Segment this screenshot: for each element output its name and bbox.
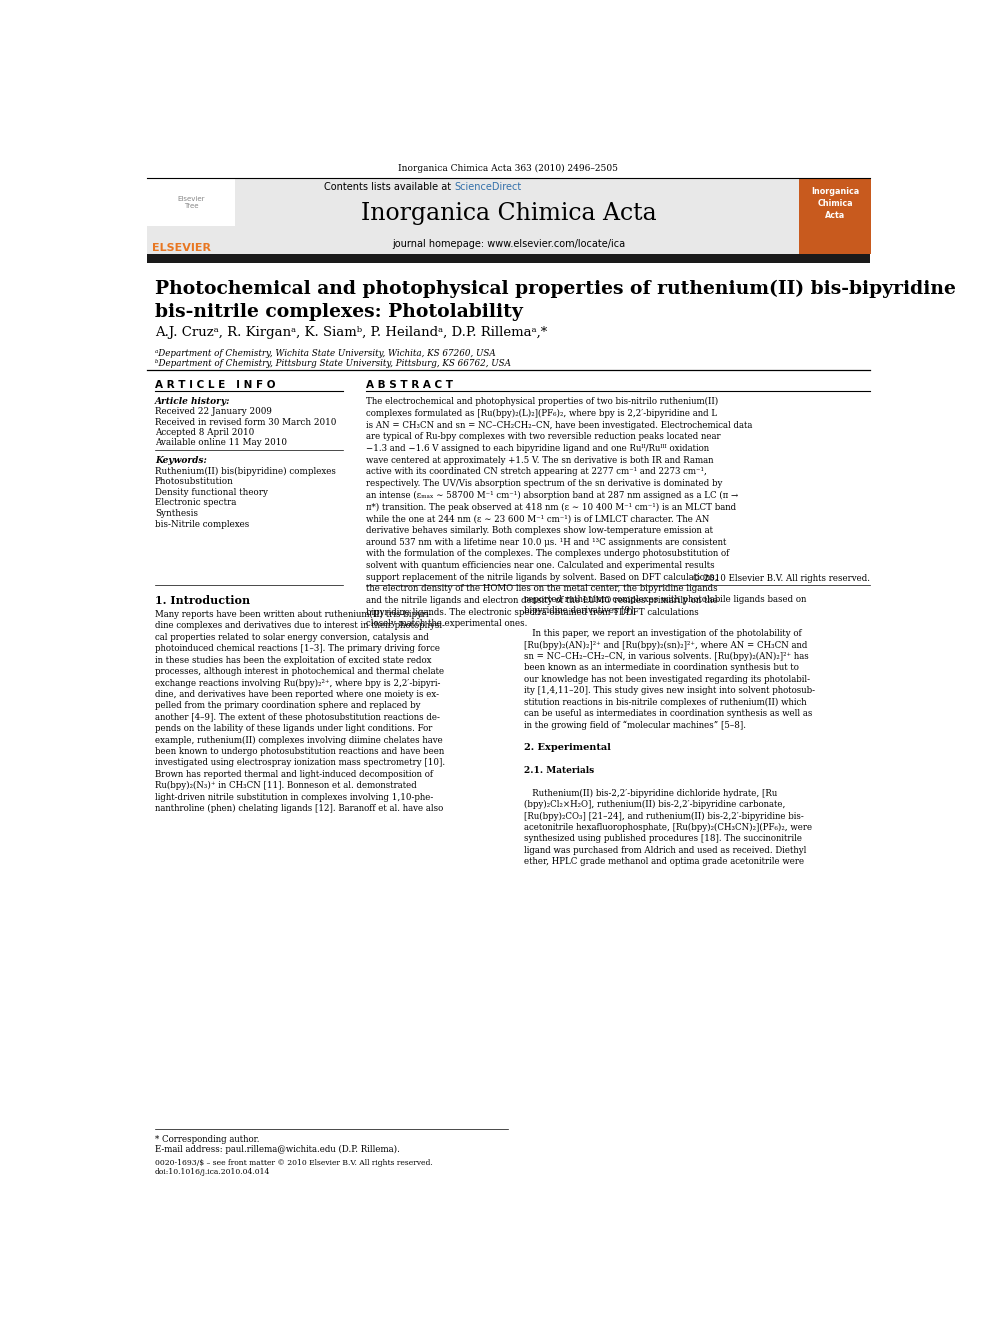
- Text: Brown has reported thermal and light-induced decomposition of: Brown has reported thermal and light-ind…: [155, 770, 433, 779]
- Text: can be useful as intermediates in coordination synthesis as well as: can be useful as intermediates in coordi…: [524, 709, 812, 718]
- Bar: [147, 179, 870, 255]
- Text: ᵃDepartment of Chemistry, Wichita State University, Wichita, KS 67260, USA: ᵃDepartment of Chemistry, Wichita State …: [155, 349, 495, 359]
- Text: investigated using electrospray ionization mass spectrometry [10].: investigated using electrospray ionizati…: [155, 758, 444, 767]
- Text: stitution reactions in bis-nitrile complexes of ruthenium(II) which: stitution reactions in bis-nitrile compl…: [524, 697, 806, 706]
- Text: pelled from the primary coordination sphere and replaced by: pelled from the primary coordination sph…: [155, 701, 421, 710]
- Text: example, ruthenium(II) complexes involving diimine chelates have: example, ruthenium(II) complexes involvi…: [155, 736, 442, 745]
- Text: Available online 11 May 2010: Available online 11 May 2010: [155, 438, 287, 447]
- Text: (bpy)₂Cl₂×H₂O], ruthenium(II) bis-2,2′-bipyridine carbonate,: (bpy)₂Cl₂×H₂O], ruthenium(II) bis-2,2′-b…: [524, 800, 785, 810]
- Text: Synthesis: Synthesis: [155, 509, 197, 519]
- Text: A B S T R A C T: A B S T R A C T: [366, 380, 453, 390]
- Text: dine complexes and derivatives due to interest in their photophysi-: dine complexes and derivatives due to in…: [155, 622, 444, 631]
- Text: * Corresponding author.: * Corresponding author.: [155, 1135, 259, 1143]
- Text: acetonitrile hexafluorophosphate, [Ru(bpy)₂(CH₃CN)₂](PF₆)₂, were: acetonitrile hexafluorophosphate, [Ru(bp…: [524, 823, 811, 832]
- Text: bis-Nitrile complexes: bis-Nitrile complexes: [155, 520, 249, 529]
- Text: ity [1,4,11–20]. This study gives new insight into solvent photosub-: ity [1,4,11–20]. This study gives new in…: [524, 687, 814, 695]
- Text: light-driven nitrile substitution in complexes involving 1,10-phe-: light-driven nitrile substitution in com…: [155, 792, 433, 802]
- Text: Contents lists available at: Contents lists available at: [324, 183, 454, 192]
- Text: in these studies has been the exploitation of excited state redox: in these studies has been the exploitati…: [155, 656, 432, 664]
- Text: Received 22 January 2009: Received 22 January 2009: [155, 407, 272, 417]
- Text: Inorganica Chimica Acta: Inorganica Chimica Acta: [360, 201, 657, 225]
- Text: 0020-1693/$ – see front matter © 2010 Elsevier B.V. All rights reserved.: 0020-1693/$ – see front matter © 2010 El…: [155, 1159, 433, 1167]
- Text: sn = NC–CH₂–CH₂–CN, in various solvents. [Ru(bpy)₂(AN)₂]²⁺ has: sn = NC–CH₂–CH₂–CN, in various solvents.…: [524, 652, 808, 662]
- Text: A.J. Cruzᵃ, R. Kirganᵃ, K. Siamᵇ, P. Heilandᵃ, D.P. Rillemaᵃ,*: A.J. Cruzᵃ, R. Kirganᵃ, K. Siamᵇ, P. Hei…: [155, 325, 547, 339]
- Text: cal properties related to solar energy conversion, catalysis and: cal properties related to solar energy c…: [155, 632, 429, 642]
- Text: reported ruthenium complexes with photolabile ligands based on: reported ruthenium complexes with photol…: [524, 595, 806, 603]
- Text: ligand was purchased from Aldrich and used as received. Diethyl: ligand was purchased from Aldrich and us…: [524, 845, 806, 855]
- Text: been known to undergo photosubstitution reactions and have been: been known to undergo photosubstitution …: [155, 747, 444, 755]
- Bar: [147, 254, 870, 263]
- Text: our knowledge has not been investigated regarding its photolabil-: our knowledge has not been investigated …: [524, 675, 809, 684]
- Text: Electronic spectra: Electronic spectra: [155, 499, 236, 508]
- Text: 2.1. Materials: 2.1. Materials: [524, 766, 594, 775]
- Text: Inorganica Chimica Acta 363 (2010) 2496–2505: Inorganica Chimica Acta 363 (2010) 2496–…: [399, 164, 618, 173]
- Text: Accepted 8 April 2010: Accepted 8 April 2010: [155, 427, 254, 437]
- Text: A R T I C L E   I N F O: A R T I C L E I N F O: [155, 380, 275, 390]
- Text: ether, HPLC grade methanol and optima grade acetonitrile were: ether, HPLC grade methanol and optima gr…: [524, 857, 804, 867]
- Text: another [4–9]. The extent of these photosubstitution reactions de-: another [4–9]. The extent of these photo…: [155, 713, 439, 722]
- Text: exchange reactions involving Ru(bpy)₂²⁺, where bpy is 2,2′-bipyri-: exchange reactions involving Ru(bpy)₂²⁺,…: [155, 679, 440, 688]
- Text: 1. Introduction: 1. Introduction: [155, 595, 250, 606]
- Text: pends on the lability of these ligands under light conditions. For: pends on the lability of these ligands u…: [155, 724, 433, 733]
- Text: Photochemical and photophysical properties of ruthenium(II) bis-bipyridine
bis-n: Photochemical and photophysical properti…: [155, 280, 955, 321]
- Text: Received in revised form 30 March 2010: Received in revised form 30 March 2010: [155, 418, 336, 426]
- Text: Ru(bpy)₂(N₃)⁺ in CH₃CN [11]. Bonneson et al. demonstrated: Ru(bpy)₂(N₃)⁺ in CH₃CN [11]. Bonneson et…: [155, 781, 417, 790]
- Text: ᵇDepartment of Chemistry, Pittsburg State University, Pittsburg, KS 66762, USA: ᵇDepartment of Chemistry, Pittsburg Stat…: [155, 360, 511, 368]
- Text: in the growing field of “molecular machines” [5–8].: in the growing field of “molecular machi…: [524, 720, 746, 729]
- Bar: [799, 179, 871, 254]
- Text: ELSEVIER: ELSEVIER: [153, 243, 211, 253]
- Text: photoinduced chemical reactions [1–3]. The primary driving force: photoinduced chemical reactions [1–3]. T…: [155, 644, 439, 654]
- Text: Article history:: Article history:: [155, 397, 230, 406]
- Text: Photosubstitution: Photosubstitution: [155, 478, 234, 486]
- Text: In this paper, we report an investigation of the photolability of: In this paper, we report an investigatio…: [524, 628, 802, 638]
- Text: Inorganica
Chimica
Acta: Inorganica Chimica Acta: [811, 188, 859, 220]
- Text: doi:10.1016/j.ica.2010.04.014: doi:10.1016/j.ica.2010.04.014: [155, 1168, 270, 1176]
- Text: Keywords:: Keywords:: [155, 456, 206, 466]
- Text: [Ru(bpy)₂CO₃] [21–24], and ruthenium(II) bis-2,2′-bipyridine bis-: [Ru(bpy)₂CO₃] [21–24], and ruthenium(II)…: [524, 811, 804, 820]
- Text: dine, and derivatives have been reported where one moiety is ex-: dine, and derivatives have been reported…: [155, 689, 438, 699]
- Text: Ruthenium(II) bis(bipyridine) complexes: Ruthenium(II) bis(bipyridine) complexes: [155, 467, 335, 475]
- Text: ScienceDirect: ScienceDirect: [454, 183, 522, 192]
- Text: [Ru(bpy)₂(AN)₂]²⁺ and [Ru(bpy)₂(sn)₂]²⁺, where AN = CH₃CN and: [Ru(bpy)₂(AN)₂]²⁺ and [Ru(bpy)₂(sn)₂]²⁺,…: [524, 640, 807, 650]
- Text: Elsevier
Tree: Elsevier Tree: [178, 196, 204, 209]
- Text: bipyridine derivatives [9].: bipyridine derivatives [9].: [524, 606, 636, 615]
- Text: processes, although interest in photochemical and thermal chelate: processes, although interest in photoche…: [155, 667, 443, 676]
- Text: E-mail address: paul.rillema@wichita.edu (D.P. Rillema).: E-mail address: paul.rillema@wichita.edu…: [155, 1144, 400, 1154]
- Text: nanthroline (phen) chelating ligands [12]. Baranoff et al. have also: nanthroline (phen) chelating ligands [12…: [155, 804, 443, 814]
- Bar: [147, 179, 235, 226]
- Text: journal homepage: www.elsevier.com/locate/ica: journal homepage: www.elsevier.com/locat…: [392, 239, 625, 249]
- Text: Ruthenium(II) bis-2,2′-bipyridine dichloride hydrate, [Ru: Ruthenium(II) bis-2,2′-bipyridine dichlo…: [524, 789, 777, 798]
- Text: been known as an intermediate in coordination synthesis but to: been known as an intermediate in coordin…: [524, 663, 799, 672]
- Text: Density functional theory: Density functional theory: [155, 488, 268, 497]
- Text: The electrochemical and photophysical properties of two bis-nitrilo ruthenium(II: The electrochemical and photophysical pr…: [366, 397, 753, 628]
- Text: © 2010 Elsevier B.V. All rights reserved.: © 2010 Elsevier B.V. All rights reserved…: [691, 574, 870, 583]
- Text: 2. Experimental: 2. Experimental: [524, 744, 611, 751]
- Text: synthesized using published procedures [18]. The succinonitrile: synthesized using published procedures […: [524, 835, 802, 843]
- Text: Many reports have been written about ruthenium(II) tris-bipyri-: Many reports have been written about rut…: [155, 610, 432, 619]
